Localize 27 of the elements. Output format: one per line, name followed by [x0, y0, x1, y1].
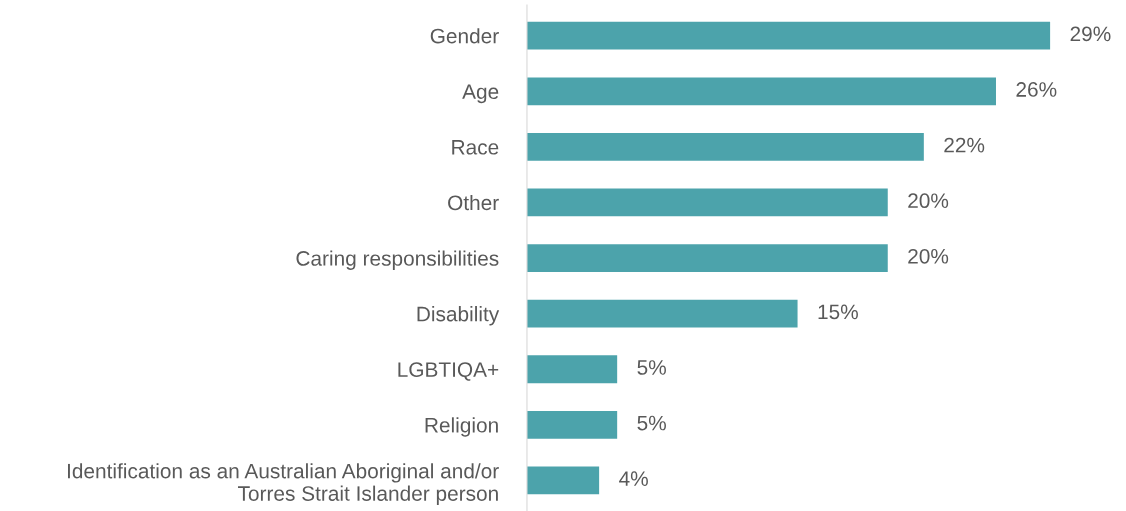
data-label: 5%: [637, 360, 666, 375]
data-label: 15%: [818, 304, 858, 320]
data-label: 5%: [637, 415, 666, 431]
bar: [526, 21, 1051, 50]
y-tick-label: Gender: [430, 28, 499, 44]
y-tick-label: Age: [462, 84, 499, 104]
y-tick-label: Other: [448, 194, 499, 211]
bar: [526, 466, 600, 495]
bar: [526, 410, 618, 439]
y-tick-label: LGBTIQA+: [398, 362, 499, 381]
data-label: 29%: [1070, 26, 1111, 42]
data-label: 26%: [1016, 82, 1057, 97]
bar: [526, 244, 888, 272]
bar: [526, 132, 924, 161]
data-label: 4%: [619, 471, 648, 486]
bar: [526, 355, 618, 384]
bar: [526, 299, 798, 328]
y-tick-label: Race: [452, 140, 499, 155]
y-tick-label: Identification as an Australian Aboriginal and/or Torres Strait Islander person: [67, 463, 499, 506]
y-tick-label: Religion: [425, 417, 498, 437]
data-label: 20%: [908, 248, 949, 264]
data-label: 20%: [908, 193, 949, 209]
data-label: 22%: [944, 137, 985, 153]
bar: [526, 77, 996, 106]
bar: [526, 188, 888, 217]
y-tick-label: Caring responsibilities: [296, 250, 499, 270]
y-tick-label: Disability: [417, 306, 500, 326]
